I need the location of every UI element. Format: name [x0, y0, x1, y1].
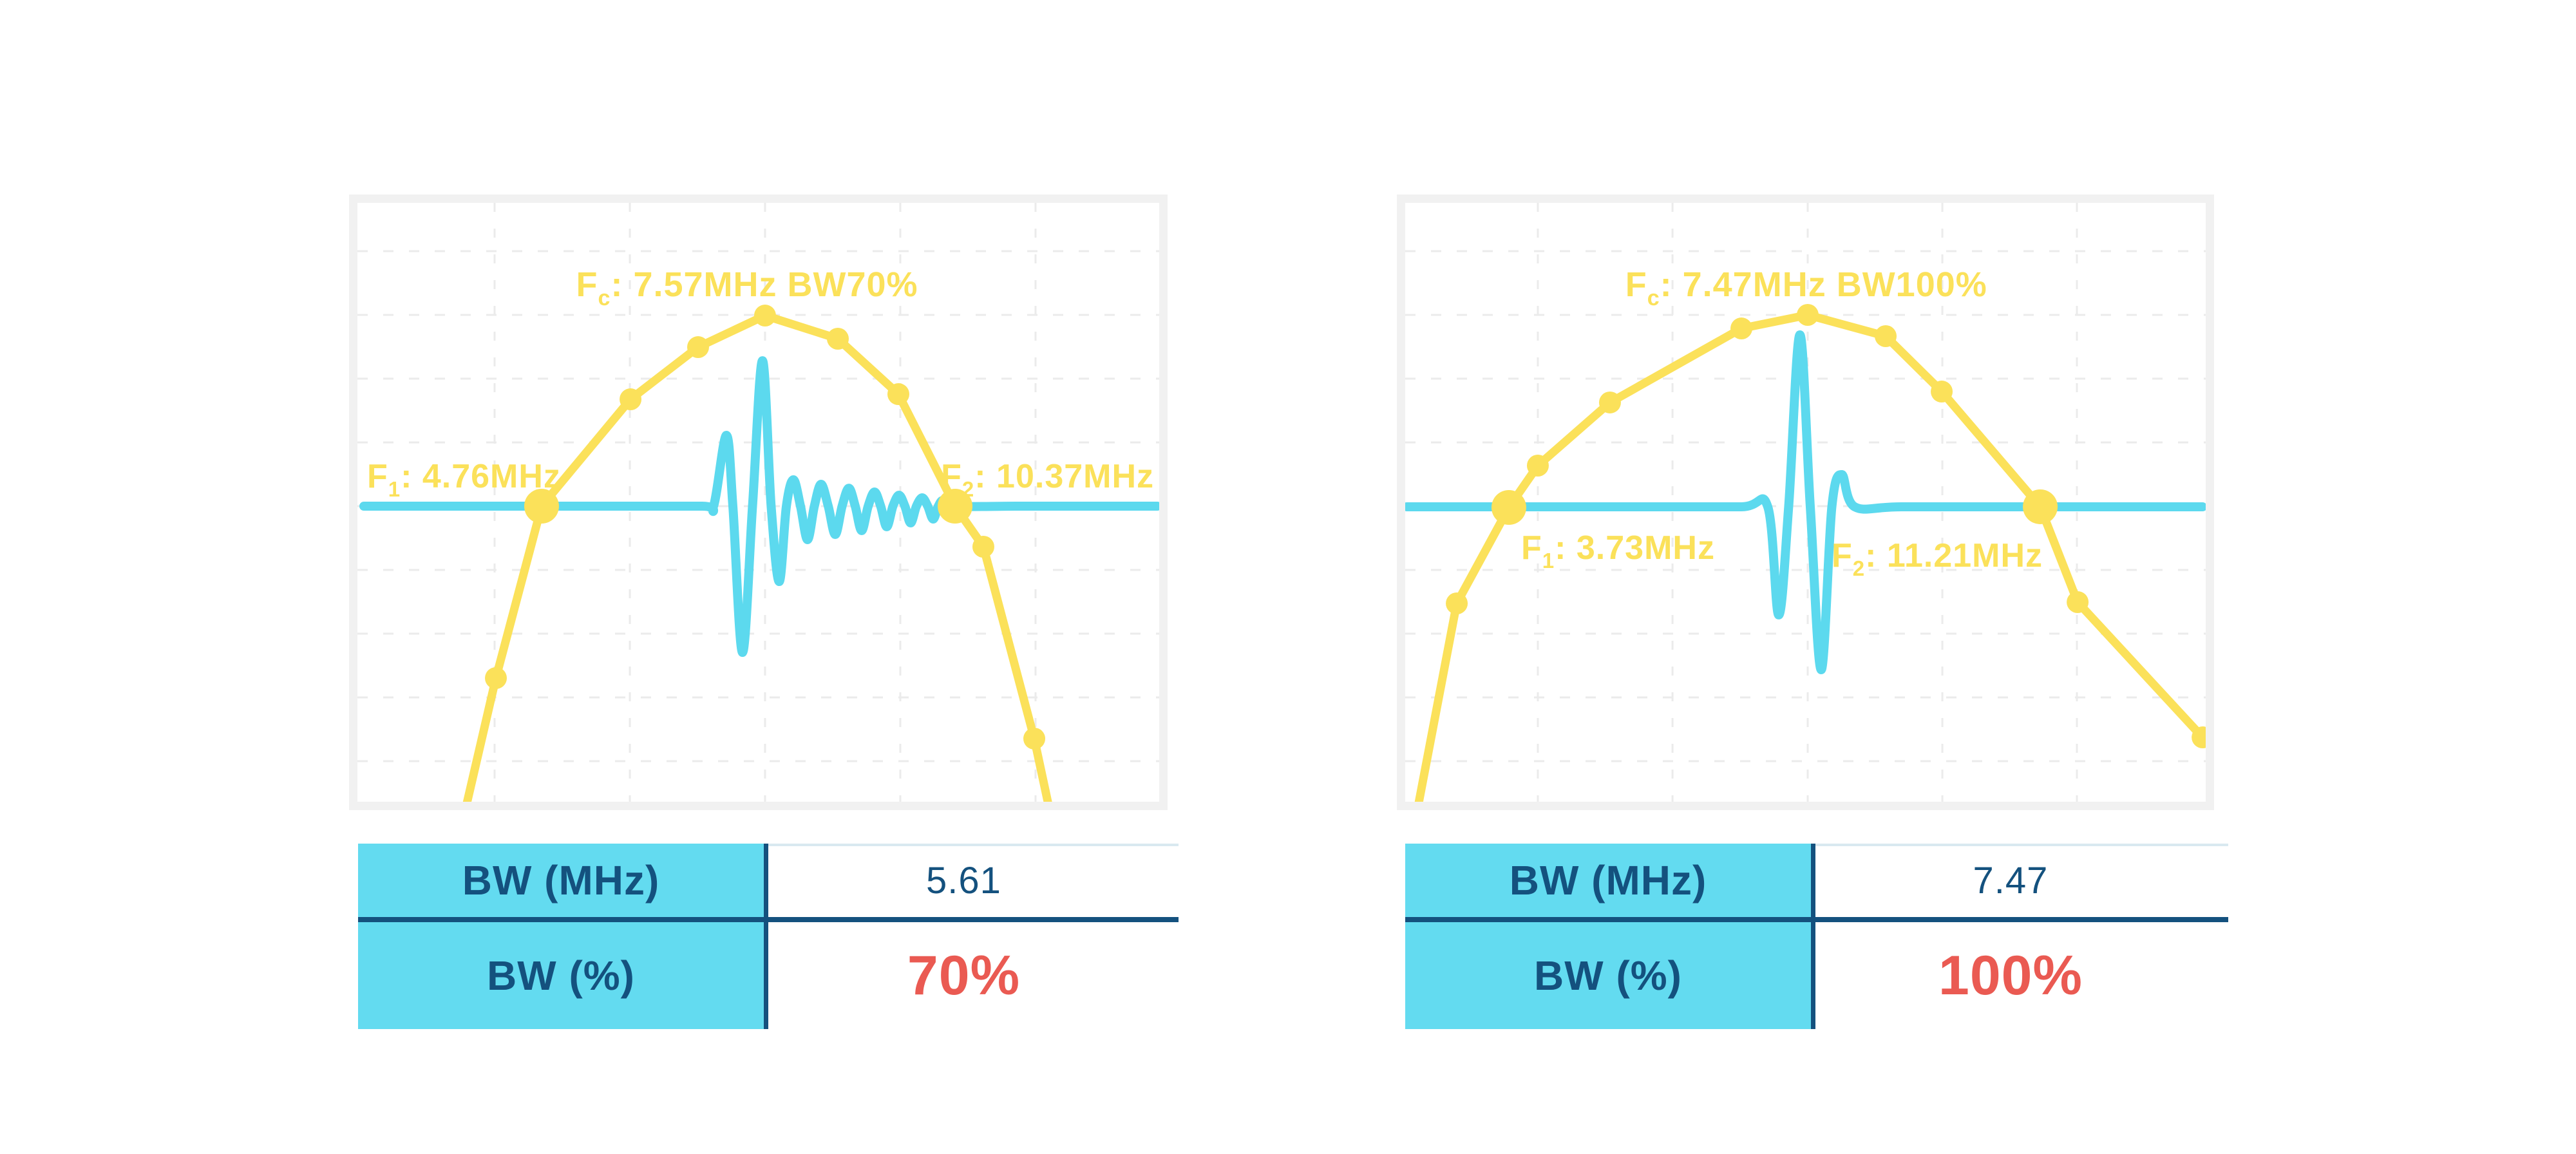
table-column-divider — [1811, 844, 1815, 1029]
pulse-waveform — [359, 356, 1159, 657]
f1-label: F1: 4.76MHz — [367, 458, 561, 501]
table-header-column — [1405, 844, 1811, 1029]
spectrum-marker — [1446, 592, 1468, 614]
spectrum-marker — [1598, 391, 1621, 413]
bw-mhz-value: 7.47 — [1973, 859, 2049, 902]
spectrum-markers — [485, 305, 1046, 750]
bw-pct-value: 70% — [907, 944, 1021, 1007]
f2-label: F2: 10.37MHz — [941, 458, 1154, 501]
spectrum-marker — [2067, 591, 2089, 614]
bw-mhz-label: BW (MHz) — [1509, 857, 1707, 903]
table-row-divider — [358, 917, 1179, 922]
spectrum-marker — [1796, 304, 1819, 326]
spectrum-chart-bw100-canvas: Fc: 7.47MHz BW100% F1: 3.73MHz F2: 11.21MH… — [1405, 203, 2206, 802]
spectrum-chart-bw70: Fc: 7.57MHz BW70% F1: 4.76MHz F2: 10.37MHz — [349, 194, 1168, 810]
fc-label: Fc: 7.47MHz BW100% — [1625, 265, 1987, 310]
table-top-line — [768, 844, 1179, 846]
spectrum-marker — [1875, 325, 1897, 348]
spectrum-marker — [1730, 317, 1753, 340]
spectrum-chart-bw100: Fc: 7.47MHz BW100% F1: 3.73MHz F2: 11.21MH… — [1397, 194, 2214, 810]
spectrum-marker — [1526, 454, 1549, 477]
pulse-waveform — [1405, 330, 2206, 674]
bw-mhz-value: 5.61 — [926, 859, 1001, 902]
bandwidth-edge-marker — [524, 489, 559, 524]
spectrum-markers — [1446, 304, 2206, 749]
spectrum-marker — [1931, 381, 1953, 403]
bandwidth-edge-marker — [1491, 489, 1526, 525]
bw-pct-label: BW (%) — [1534, 952, 1682, 999]
table-top-line — [1815, 844, 2228, 846]
spectrum-marker — [687, 336, 710, 359]
spectrum-curve — [462, 311, 1052, 802]
bandwidth-edge-marker — [2023, 489, 2058, 524]
spectrum-marker — [485, 667, 507, 689]
bandwidth-table-left: BW (MHz) 5.61 BW (%) 70% — [358, 844, 1179, 1029]
bw-pct-value: 100% — [1938, 944, 2083, 1007]
table-column-divider — [764, 844, 768, 1029]
f1-label: F1: 3.73MHz — [1521, 529, 1715, 572]
bandwidth-table-right: BW (MHz) 7.47 BW (%) 100% — [1405, 844, 2228, 1029]
f2-label: F2: 11.21MHz — [1832, 537, 2043, 580]
spectrum-marker — [972, 536, 994, 558]
spectrum-marker — [827, 328, 849, 350]
bandwidth-edge-marker — [938, 489, 973, 524]
spectrum-marker — [620, 388, 642, 411]
fc-label: Fc: 7.57MHz BW70% — [576, 265, 918, 310]
spectrum-chart-bw70-canvas: Fc: 7.57MHz BW70% F1: 4.76MHz F2: 10.37MHz — [357, 203, 1159, 802]
table-header-column — [358, 844, 764, 1029]
spectrum-marker — [1023, 727, 1046, 750]
table-row-divider — [1405, 917, 2228, 922]
spectrum-marker — [753, 305, 776, 327]
bw-pct-label: BW (%) — [487, 952, 635, 999]
bw-mhz-label: BW (MHz) — [462, 857, 660, 903]
spectrum-marker — [2192, 726, 2206, 749]
spectrum-marker — [887, 383, 910, 406]
